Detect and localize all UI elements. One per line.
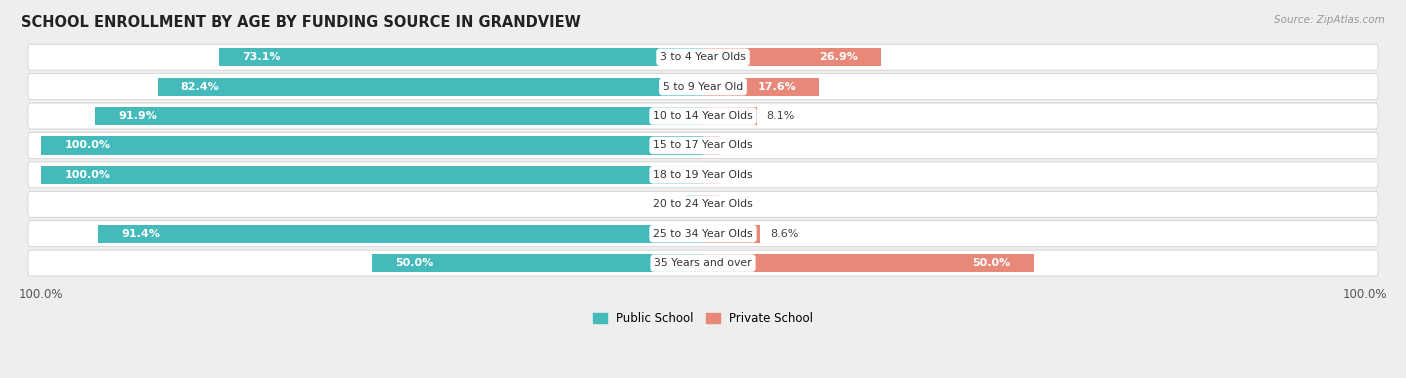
FancyBboxPatch shape [28, 221, 1378, 246]
Text: SCHOOL ENROLLMENT BY AGE BY FUNDING SOURCE IN GRANDVIEW: SCHOOL ENROLLMENT BY AGE BY FUNDING SOUR… [21, 15, 581, 30]
Text: 50.0%: 50.0% [973, 258, 1011, 268]
Legend: Public School, Private School: Public School, Private School [588, 308, 818, 330]
Text: Source: ZipAtlas.com: Source: ZipAtlas.com [1274, 15, 1385, 25]
Text: 73.1%: 73.1% [242, 52, 281, 62]
Text: 5 to 9 Year Old: 5 to 9 Year Old [662, 82, 744, 91]
Text: 100.0%: 100.0% [65, 170, 111, 180]
Text: 18 to 19 Year Olds: 18 to 19 Year Olds [654, 170, 752, 180]
FancyBboxPatch shape [28, 250, 1378, 276]
Text: 91.4%: 91.4% [121, 229, 160, 239]
Bar [157, 77, 703, 96]
Bar [703, 77, 820, 96]
Bar [703, 254, 1033, 272]
Bar [41, 166, 703, 184]
Text: 82.4%: 82.4% [181, 82, 219, 91]
Text: 8.6%: 8.6% [770, 229, 799, 239]
Bar [703, 48, 882, 67]
Bar [703, 225, 759, 243]
Text: 15 to 17 Year Olds: 15 to 17 Year Olds [654, 141, 752, 150]
FancyBboxPatch shape [28, 103, 1378, 129]
FancyBboxPatch shape [28, 162, 1378, 188]
Bar [41, 136, 703, 155]
Text: 20 to 24 Year Olds: 20 to 24 Year Olds [654, 199, 752, 209]
Text: 0.0%: 0.0% [651, 199, 681, 209]
Bar [373, 254, 703, 272]
FancyBboxPatch shape [28, 44, 1378, 70]
Bar [703, 107, 756, 125]
Bar [98, 225, 703, 243]
FancyBboxPatch shape [28, 191, 1378, 217]
Text: 0.0%: 0.0% [725, 141, 755, 150]
Bar [219, 48, 703, 67]
Text: 50.0%: 50.0% [395, 258, 433, 268]
Text: 100.0%: 100.0% [65, 141, 111, 150]
FancyBboxPatch shape [28, 74, 1378, 99]
Text: 0.0%: 0.0% [725, 170, 755, 180]
Bar [703, 166, 720, 184]
Bar [703, 136, 720, 155]
Text: 26.9%: 26.9% [818, 52, 858, 62]
Text: 8.1%: 8.1% [766, 111, 794, 121]
Text: 91.9%: 91.9% [118, 111, 157, 121]
Text: 25 to 34 Year Olds: 25 to 34 Year Olds [654, 229, 752, 239]
Text: 3 to 4 Year Olds: 3 to 4 Year Olds [659, 52, 747, 62]
Text: 35 Years and over: 35 Years and over [654, 258, 752, 268]
Text: 17.6%: 17.6% [758, 82, 796, 91]
Bar [94, 107, 703, 125]
Bar [703, 195, 720, 213]
Text: 0.0%: 0.0% [725, 199, 755, 209]
FancyBboxPatch shape [28, 133, 1378, 158]
Bar [686, 195, 703, 213]
Text: 10 to 14 Year Olds: 10 to 14 Year Olds [654, 111, 752, 121]
